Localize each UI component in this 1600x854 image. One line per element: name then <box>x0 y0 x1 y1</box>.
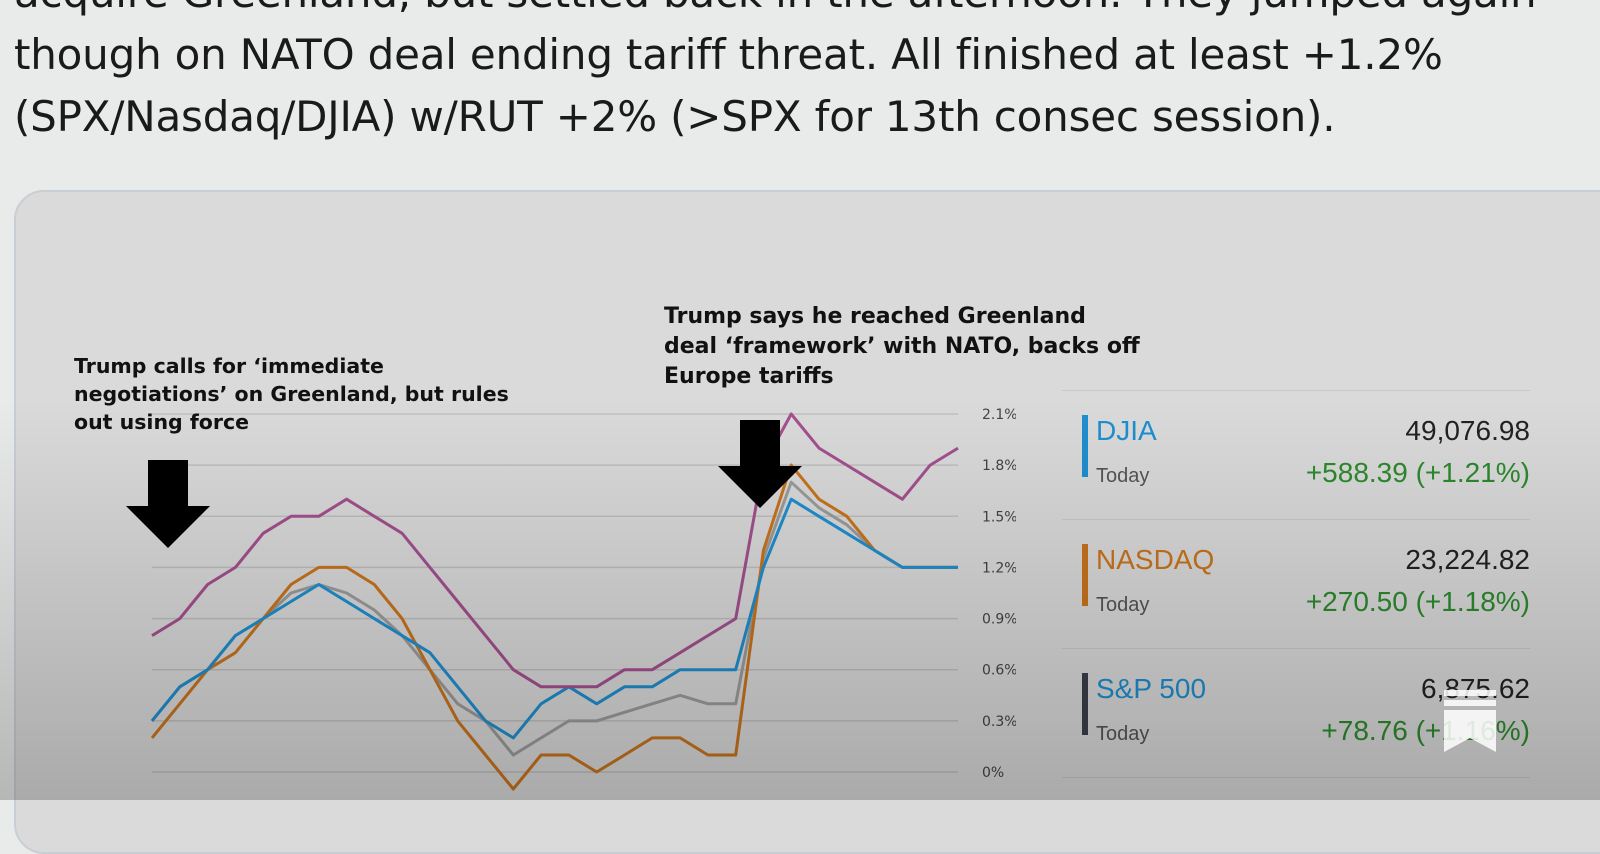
bookmark-icon[interactable] <box>1442 688 1498 754</box>
ticker-djia[interactable]: DJIA Today 49,076.98 +588.39 (+1.21%) <box>1062 390 1530 520</box>
y-tick-label: 1.5% <box>982 509 1016 525</box>
annotation-right: Trump says he reached Greenland deal ‘fr… <box>664 302 1140 392</box>
annotation-left-line: negotiations’ on Greenland, but rules <box>74 382 509 406</box>
annotation-right-line: Trump says he reached Greenland <box>664 304 1086 329</box>
ticker-name: S&P 500 <box>1096 673 1207 704</box>
ticker-change: +588.39 (+1.21%) <box>1305 457 1530 488</box>
arrow-down-icon <box>718 420 802 508</box>
ticker-sp500[interactable]: S&P 500 Today 6,875.62 +78.76 (+1.16%) <box>1062 649 1530 778</box>
post-text-line: (SPX/Nasdaq/DJIA) w/RUT +2% (>SPX for 13… <box>14 92 1336 141</box>
ticker-period: Today <box>1096 465 1150 487</box>
y-tick-label: 1.2% <box>982 560 1016 576</box>
ticker-price: 23,224.82 <box>1405 544 1530 575</box>
y-tick-label: 0% <box>982 765 1004 781</box>
ticker-change: +78.76 (+1.16%) <box>1321 715 1530 746</box>
ticker-nasdaq[interactable]: NASDAQ Today 23,224.82 +270.50 (+1.18%) <box>1062 520 1530 649</box>
ticker-color-bar <box>1082 544 1088 606</box>
series-line <box>150 480 958 757</box>
ticker-panel: DJIA Today 49,076.98 +588.39 (+1.21%) NA… <box>1062 390 1530 778</box>
y-tick-label: 0.6% <box>982 663 1016 679</box>
series-line <box>151 412 959 689</box>
ticker-name: NASDAQ <box>1096 544 1215 575</box>
annotation-right-line: Europe tariffs <box>664 364 834 389</box>
ticker-period: Today <box>1096 594 1150 616</box>
y-tick-label: 2.1% <box>982 407 1016 423</box>
ticker-price: 49,076.98 <box>1405 415 1530 446</box>
ticker-period: Today <box>1096 723 1150 745</box>
ticker-color-bar <box>1082 673 1088 735</box>
arrow-down-icon <box>126 460 210 548</box>
annotation-left-line: Trump calls for ‘immediate <box>74 354 384 378</box>
post-text: acquire Greenland, but settled back in t… <box>14 0 1594 148</box>
media-card[interactable]: 2.1% 1.8% 1.5% 1.2% 0.9% 0.6% 0.3% 0% Trump cal… <box>14 190 1600 854</box>
ticker-change: +270.50 (+1.18%) <box>1305 586 1530 617</box>
post-text-line: though on NATO deal ending tariff threat… <box>14 30 1443 79</box>
ticker-price: 6,875.62 <box>1421 673 1530 704</box>
ticker-name: DJIA <box>1096 415 1157 446</box>
annotation-right-line: deal ‘framework’ with NATO, backs off <box>664 334 1140 359</box>
series-line <box>150 497 958 740</box>
annotation-left: Trump calls for ‘immediate negotiations’… <box>74 352 509 436</box>
y-tick-label: 1.8% <box>982 458 1016 474</box>
y-tick-label: 0.3% <box>982 714 1016 730</box>
y-tick-label: 0.9% <box>982 612 1016 628</box>
annotation-left-line: out using force <box>74 410 250 434</box>
series-line <box>150 463 958 791</box>
market-line-chart: 2.1% 1.8% 1.5% 1.2% 0.9% 0.6% 0.3% 0% <box>126 407 1016 791</box>
ticker-color-bar <box>1082 415 1088 477</box>
post-text-line: acquire Greenland, but settled back in t… <box>14 0 1594 24</box>
